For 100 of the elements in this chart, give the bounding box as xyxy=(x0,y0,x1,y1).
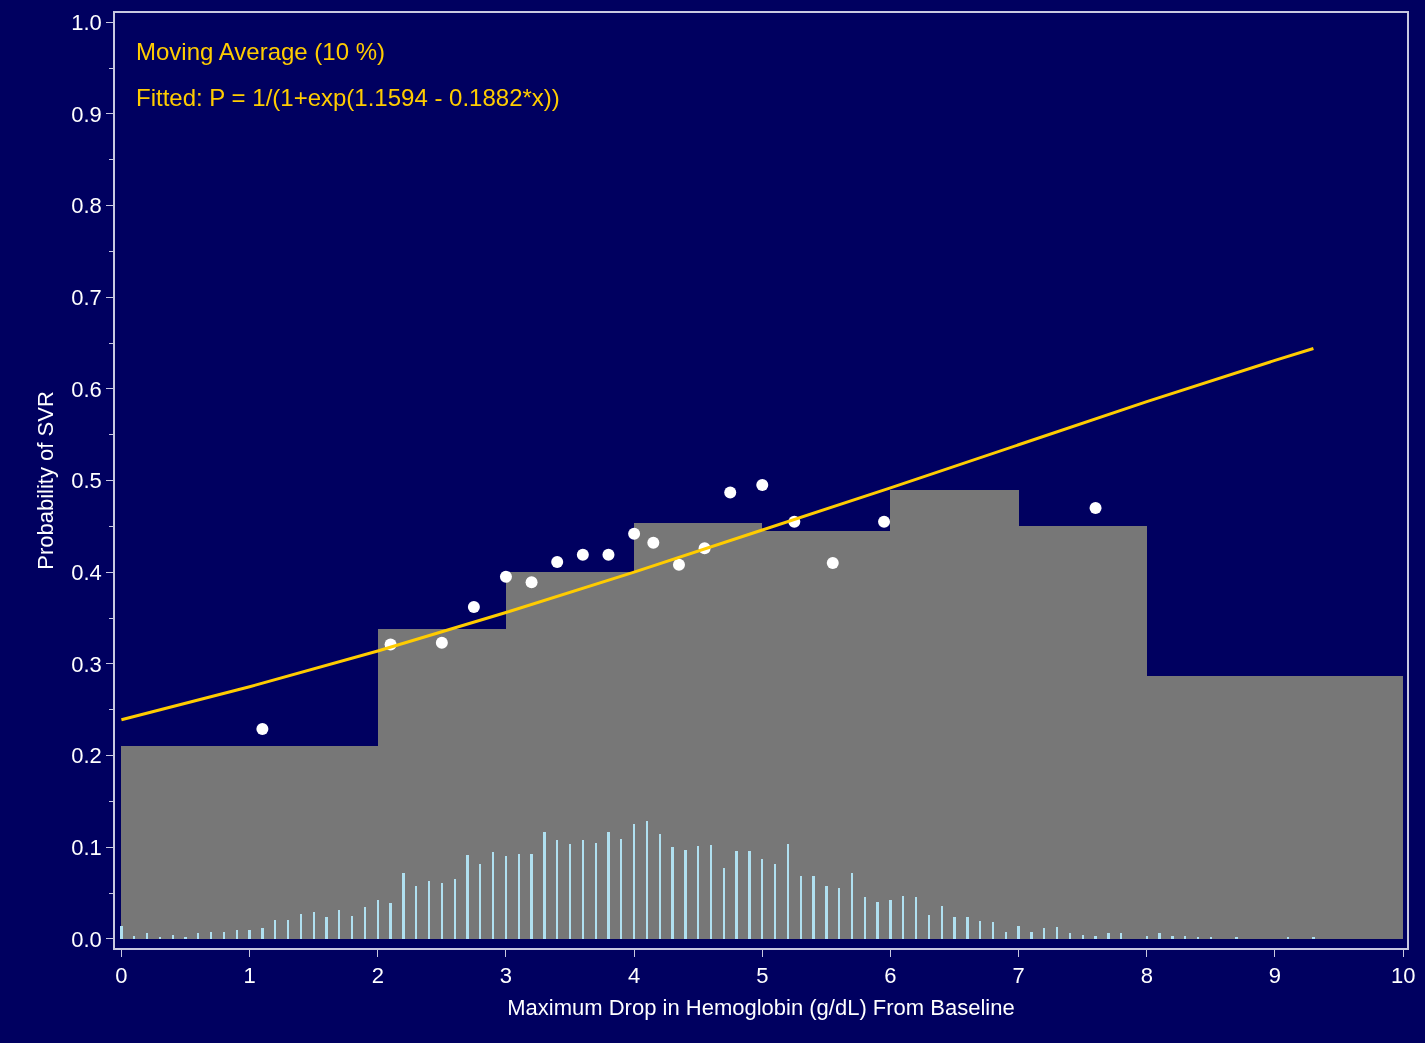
x-tick-label: 7 xyxy=(1012,963,1025,989)
x-axis-title: Maximum Drop in Hemoglobin (g/dL) From Baseline xyxy=(507,994,1015,1020)
y-axis-title: Probability of SVR xyxy=(32,391,58,570)
bar xyxy=(364,907,366,939)
y-tick-label: 0.6 xyxy=(71,376,102,402)
point xyxy=(672,558,685,571)
point xyxy=(878,515,891,528)
bar xyxy=(274,920,276,939)
bar xyxy=(851,873,853,939)
bar xyxy=(466,855,469,939)
bar xyxy=(1069,933,1071,939)
bar xyxy=(236,930,238,939)
bar xyxy=(620,839,622,939)
bar xyxy=(684,850,687,939)
bar xyxy=(1030,932,1033,939)
bar xyxy=(1146,936,1148,939)
x-tick-label: 4 xyxy=(627,963,641,989)
bar xyxy=(723,868,725,939)
bar xyxy=(915,897,917,939)
bar xyxy=(710,845,712,939)
bar xyxy=(941,906,943,939)
bar xyxy=(415,886,417,939)
bar xyxy=(325,917,328,939)
bar xyxy=(761,859,763,939)
x-tick-label: 9 xyxy=(1268,963,1282,989)
bar xyxy=(1120,933,1122,939)
bar xyxy=(1056,927,1058,939)
bar xyxy=(966,917,969,939)
bar xyxy=(530,854,533,939)
bar xyxy=(902,896,904,939)
x-tick-label: 6 xyxy=(884,963,897,989)
bar xyxy=(607,832,610,939)
bar xyxy=(774,864,776,939)
bar xyxy=(838,888,840,939)
point xyxy=(647,536,660,549)
bar xyxy=(556,840,558,939)
bar xyxy=(197,933,199,939)
y-tick-label: 0.4 xyxy=(71,559,102,585)
bar xyxy=(787,844,789,939)
bar xyxy=(300,914,302,939)
bar xyxy=(800,876,802,939)
bar xyxy=(864,897,866,939)
bar xyxy=(697,846,699,939)
bar xyxy=(646,821,648,939)
point xyxy=(756,479,769,492)
bar xyxy=(1094,936,1097,939)
bar xyxy=(569,844,571,939)
bar xyxy=(825,886,828,939)
bar xyxy=(659,834,661,939)
bar xyxy=(979,921,981,939)
point xyxy=(256,722,269,735)
point xyxy=(551,556,564,569)
x-tick-label: 3 xyxy=(499,963,513,989)
point xyxy=(602,548,615,561)
bar xyxy=(1184,936,1186,939)
x-tick-label: 1 xyxy=(243,963,256,989)
point xyxy=(435,636,448,649)
bar xyxy=(1107,933,1110,939)
bar xyxy=(928,915,930,939)
x-tick-label: 5 xyxy=(756,963,769,989)
bar xyxy=(389,903,392,939)
x-tick-label: 8 xyxy=(1140,963,1153,989)
y-tick-label: 1.0 xyxy=(71,9,102,35)
point xyxy=(826,557,839,569)
bar xyxy=(223,932,225,939)
point xyxy=(499,570,512,583)
bar xyxy=(735,851,738,939)
bar xyxy=(492,852,494,939)
bar xyxy=(1043,928,1045,939)
x-tick-label: 2 xyxy=(371,963,384,989)
point xyxy=(467,601,480,613)
bar xyxy=(377,900,379,939)
bar xyxy=(338,910,340,939)
annotation: Fitted: P = 1/(1+exp(1.1594 - 0.1882*x)) xyxy=(136,84,560,111)
bar xyxy=(505,856,507,939)
y-tick-label: 0.5 xyxy=(71,468,102,494)
bar xyxy=(518,854,520,939)
bar xyxy=(953,917,956,939)
bar xyxy=(1005,932,1007,939)
bar xyxy=(133,936,135,939)
y-tick-label: 0.0 xyxy=(71,926,102,952)
bar xyxy=(543,832,546,939)
bar xyxy=(248,930,251,939)
annotation: Moving Average (10 %) xyxy=(136,38,386,65)
bar xyxy=(146,933,148,939)
point xyxy=(1089,502,1102,514)
bar xyxy=(889,900,892,939)
bar xyxy=(671,847,674,939)
bar xyxy=(1158,933,1161,939)
point xyxy=(628,527,641,540)
bar xyxy=(582,840,584,939)
y-tick-label: 0.3 xyxy=(71,651,102,677)
bar xyxy=(351,916,353,939)
point xyxy=(525,576,538,589)
bar xyxy=(748,851,751,939)
bar xyxy=(313,912,315,939)
bar xyxy=(428,881,430,939)
x-tick-label: 10 xyxy=(1390,963,1416,989)
bar xyxy=(210,932,212,939)
bar xyxy=(479,864,481,939)
